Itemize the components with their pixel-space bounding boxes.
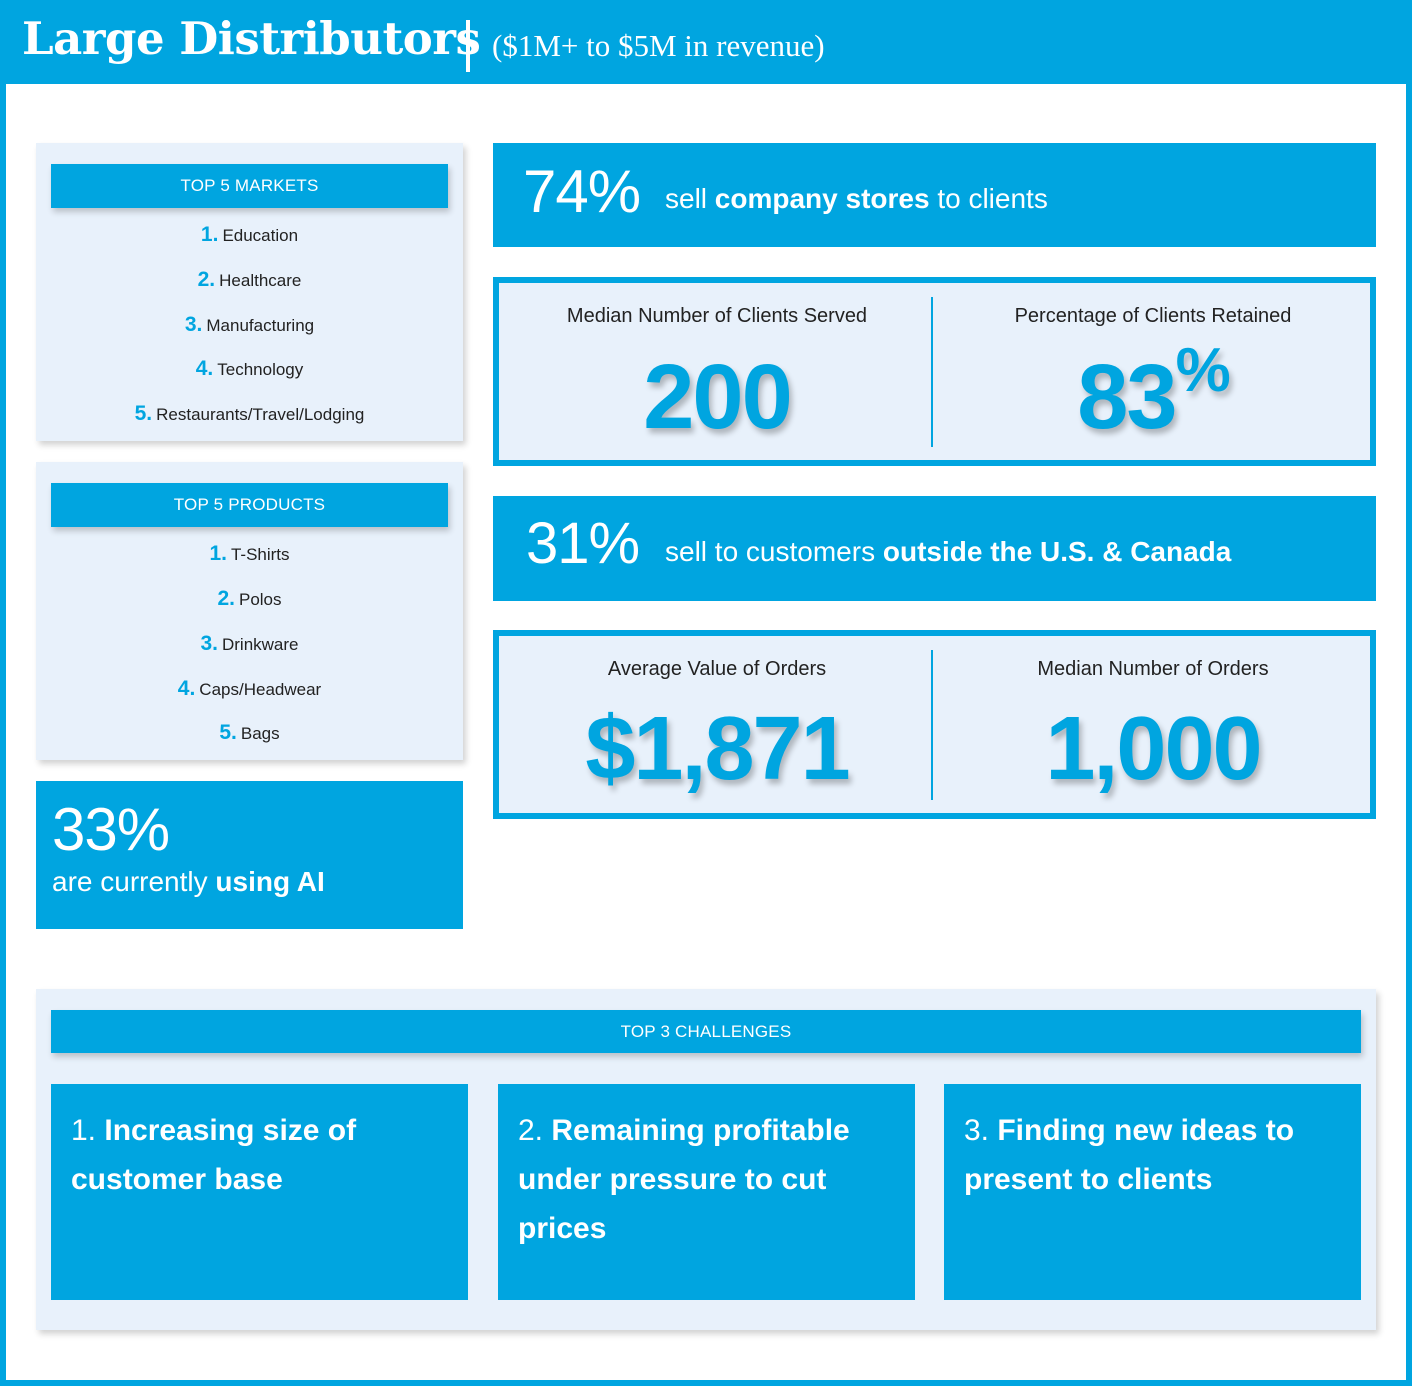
ai-usage-text: are currently using AI (52, 866, 325, 898)
challenge-number: 2. (518, 1114, 552, 1147)
clients-served-value: 200 (643, 346, 793, 448)
list-item-label: Education (222, 226, 299, 245)
challenge-card: 2. Remaining profitable under pressure t… (498, 1084, 915, 1300)
challenge-card: 3. Finding new ideas to present to clien… (944, 1084, 1361, 1300)
clients-served-stat: Median Number of Clients Served 200 (499, 283, 935, 460)
list-item-number: 3. (184, 313, 203, 336)
order-value-value: $1,871 (585, 699, 850, 799)
order-count-value: 1,000 (1045, 699, 1262, 799)
list-item-label: Healthcare (219, 271, 302, 290)
order-value-stat: Average Value of Orders $1,871 (499, 636, 935, 813)
list-item: 5. Restaurants/Travel/Lodging (36, 402, 463, 426)
company-stores-post: to clients (929, 183, 1048, 214)
clients-retained-label: Percentage of Clients Retained (1014, 305, 1292, 327)
clients-stats: Median Number of Clients Served 200 Perc… (493, 277, 1376, 466)
list-item-number: 2. (197, 268, 216, 291)
list-item-number: 4. (195, 357, 214, 380)
outside-text: sell to customers outside the U.S. & Can… (665, 536, 1231, 568)
clients-retained-unit: % (1175, 336, 1231, 405)
products-panel: TOP 5 PRODUCTS 1. T-Shirts 2. Polos 3. Drin… (36, 462, 463, 760)
markets-panel: TOP 5 MARKETS 1. Education 2. Healthcare 3… (36, 143, 463, 441)
list-item-number: 5. (134, 402, 153, 425)
outside-pre: sell to customers (665, 536, 883, 567)
company-stores-percent: 74% (523, 158, 641, 225)
list-item-number: 5. (219, 721, 237, 744)
company-stores-bold: company stores (714, 183, 930, 214)
list-item-label: Caps/Headwear (199, 680, 322, 699)
list-item: 1. Education (36, 223, 463, 247)
challenge-number: 1. (71, 1114, 105, 1147)
list-item: 1. T-Shirts (36, 542, 463, 566)
list-item: 2. Polos (36, 587, 463, 611)
page-subtitle: ($1M+ to $5M in revenue) (492, 28, 825, 63)
list-item-label: Restaurants/Travel/Lodging (156, 405, 365, 424)
list-item: 4. Caps/Headwear (36, 677, 463, 701)
challenge-text: Increasing size of customer base (71, 1114, 357, 1196)
challenge-text: Finding new ideas to present to clients (964, 1114, 1295, 1196)
order-count-stat: Median Number of Orders 1,000 (935, 636, 1371, 813)
products-heading: TOP 5 PRODUCTS (51, 483, 448, 527)
list-item: 2. Healthcare (36, 268, 463, 292)
list-item-label: Bags (240, 724, 280, 743)
challenge-text: Remaining profitable under pressure to c… (518, 1114, 850, 1245)
list-item: 4. Technology (36, 357, 463, 381)
ai-usage-box: 33% are currently using AI (36, 781, 463, 929)
ai-usage-text-plain: are currently (52, 866, 216, 897)
list-item-label: Drinkware (221, 635, 299, 654)
header: Large Distributors ($1M+ to $5M in reven… (0, 0, 1412, 84)
markets-heading: TOP 5 MARKETS (51, 164, 448, 208)
list-item-label: Manufacturing (206, 316, 315, 335)
outside-bold: outside the U.S. & Canada (882, 536, 1232, 567)
company-stores-box: 74% sell company stores to clients (493, 143, 1376, 247)
list-item: 3. Drinkware (36, 632, 463, 656)
page-title: Large Distributors (22, 12, 481, 65)
list-item-label: Technology (217, 360, 304, 379)
list-item-number: 2. (217, 587, 235, 610)
orders-stats: Average Value of Orders $1,871 Median Nu… (493, 630, 1376, 819)
title-separator (466, 20, 470, 72)
list-item-label: T-Shirts (230, 545, 290, 564)
order-value-label: Average Value of Orders (607, 658, 827, 680)
company-stores-pre: sell (665, 183, 715, 214)
clients-retained-number: 83 (1077, 346, 1177, 448)
list-item-number: 1. (200, 223, 219, 246)
order-count-label: Median Number of Orders (1037, 658, 1269, 680)
clients-served-label: Median Number of Clients Served (566, 305, 868, 327)
stat-divider (931, 650, 933, 800)
list-item-number: 3. (200, 632, 218, 655)
clients-retained-stat: Percentage of Clients Retained 83% (935, 283, 1371, 460)
outside-box: 31% sell to customers outside the U.S. &… (493, 496, 1376, 601)
ai-usage-text-bold: using AI (215, 866, 325, 897)
list-item-number: 1. (209, 542, 227, 565)
list-item: 3. Manufacturing (36, 313, 463, 337)
challenge-card: 1. Increasing size of customer base (51, 1084, 468, 1300)
clients-retained-value: 83% (935, 336, 1371, 450)
list-item-number: 4. (177, 677, 196, 700)
list-item-label: Polos (238, 590, 282, 609)
ai-usage-percent: 33% (52, 796, 170, 863)
list-item: 5. Bags (36, 721, 463, 745)
outside-percent: 31% (526, 511, 640, 576)
challenge-number: 3. (964, 1114, 998, 1147)
company-stores-text: sell company stores to clients (665, 183, 1048, 215)
challenges-heading: TOP 3 CHALLENGES (51, 1010, 1361, 1053)
stat-divider (931, 297, 933, 447)
